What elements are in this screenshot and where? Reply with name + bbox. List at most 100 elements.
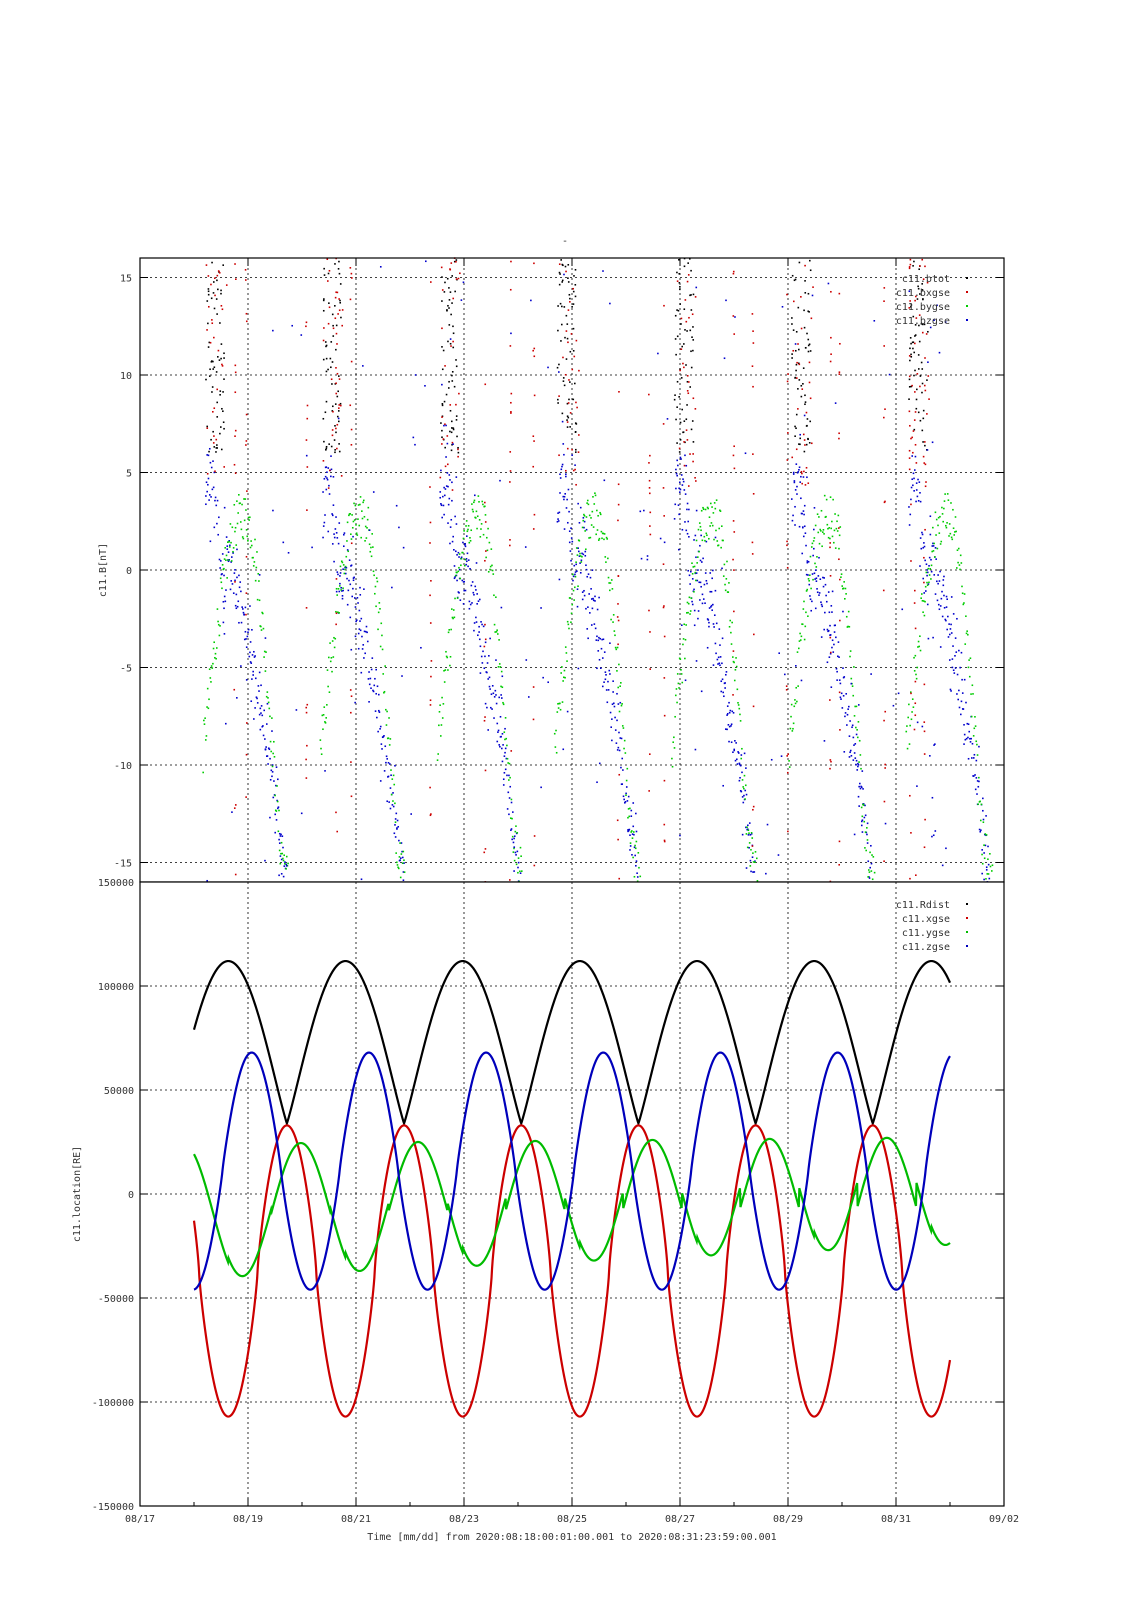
scatter-point (939, 605, 942, 607)
scatter-point (569, 301, 571, 303)
scatter-point (732, 272, 735, 275)
scatter-point (484, 848, 487, 850)
scatter-point (483, 501, 486, 504)
scatter-point (908, 355, 911, 357)
scatter-point (648, 790, 650, 792)
scatter-point (346, 540, 348, 542)
scatter-point (949, 688, 952, 691)
scatter-point (322, 491, 324, 493)
scatter-point (450, 449, 453, 452)
scatter-point (254, 538, 256, 541)
scatter-point (233, 807, 236, 809)
scatter-point (630, 815, 633, 817)
scatter-point (430, 281, 432, 283)
scatter-point (515, 863, 518, 866)
scatter-point (684, 299, 687, 301)
scatter-point (809, 555, 812, 558)
scatter-point (686, 280, 689, 283)
scatter-point (249, 605, 251, 607)
scatter-point (969, 741, 972, 743)
scatter-point (338, 309, 341, 312)
scatter-point (402, 850, 405, 853)
scatter-point (216, 444, 218, 446)
scatter-point (343, 572, 346, 575)
scatter-point (794, 489, 797, 491)
scatter-point (225, 559, 227, 562)
scatter-point (697, 556, 699, 558)
scatter-point (629, 834, 631, 836)
scatter-point (957, 698, 960, 701)
scatter-point (795, 413, 798, 416)
scatter-point (457, 446, 459, 449)
scatter-point (278, 832, 281, 835)
scatter-point (921, 289, 924, 291)
scatter-point (215, 371, 218, 373)
scatter-point (564, 265, 567, 268)
scatter-point (946, 493, 949, 495)
scatter-point (579, 562, 581, 564)
scatter-point (910, 342, 912, 345)
scatter-point (245, 613, 247, 616)
scatter-point (943, 507, 945, 510)
scatter-point (738, 779, 741, 782)
scatter-point (952, 508, 954, 511)
scatter-point (908, 266, 911, 268)
scatter-point (584, 550, 587, 553)
scatter-point (799, 639, 802, 641)
scatter-point (245, 529, 248, 531)
scatter-point (565, 475, 567, 478)
scatter-point (561, 463, 564, 466)
scatter-point (487, 527, 489, 530)
scatter-point (855, 759, 858, 762)
scatter-point (583, 513, 585, 516)
scatter-point (831, 520, 833, 523)
scatter-point (472, 591, 475, 594)
scatter-point (892, 704, 895, 707)
scatter-point (603, 651, 606, 653)
scatter-point (334, 637, 337, 640)
scatter-point (752, 871, 754, 873)
scatter-point (787, 373, 789, 375)
scatter-point (604, 556, 607, 558)
scatter-point (728, 711, 731, 714)
scatter-point (704, 539, 706, 542)
scatter-point (265, 695, 268, 698)
scatter-point (384, 745, 387, 748)
scatter-point (448, 324, 451, 326)
scatter-point (558, 271, 561, 274)
scatter-point (350, 533, 352, 536)
scatter-point (847, 625, 849, 628)
scatter-point (809, 420, 812, 423)
scatter-point (605, 689, 608, 691)
scatter-point (582, 517, 585, 519)
scatter-point (338, 272, 341, 275)
scatter-point (781, 305, 784, 308)
scatter-point (216, 522, 218, 525)
scatter-point (563, 528, 566, 530)
scatter-point (277, 806, 280, 808)
scatter-point (583, 526, 585, 529)
scatter-point (400, 857, 402, 859)
scatter-point (564, 493, 566, 495)
scatter-point (485, 556, 487, 559)
scatter-point (327, 656, 330, 659)
scatter-point (808, 583, 811, 586)
scatter-point (391, 586, 393, 589)
scatter-point (365, 537, 368, 539)
scatter-point (448, 474, 451, 476)
scatter-point (921, 331, 924, 334)
scatter-point (382, 735, 385, 738)
scatter-point (333, 636, 335, 639)
scatter-point (338, 590, 341, 593)
scatter-point (403, 859, 405, 862)
scatter-point (701, 561, 703, 563)
scatter-point (581, 591, 584, 593)
scatter-point (520, 870, 523, 872)
scatter-point (800, 296, 802, 298)
scatter-point (818, 516, 820, 518)
scatter-point (223, 506, 226, 509)
scatter-point (924, 444, 926, 447)
scatter-point (948, 659, 951, 661)
scatter-point (568, 627, 570, 630)
scatter-point (815, 577, 818, 580)
